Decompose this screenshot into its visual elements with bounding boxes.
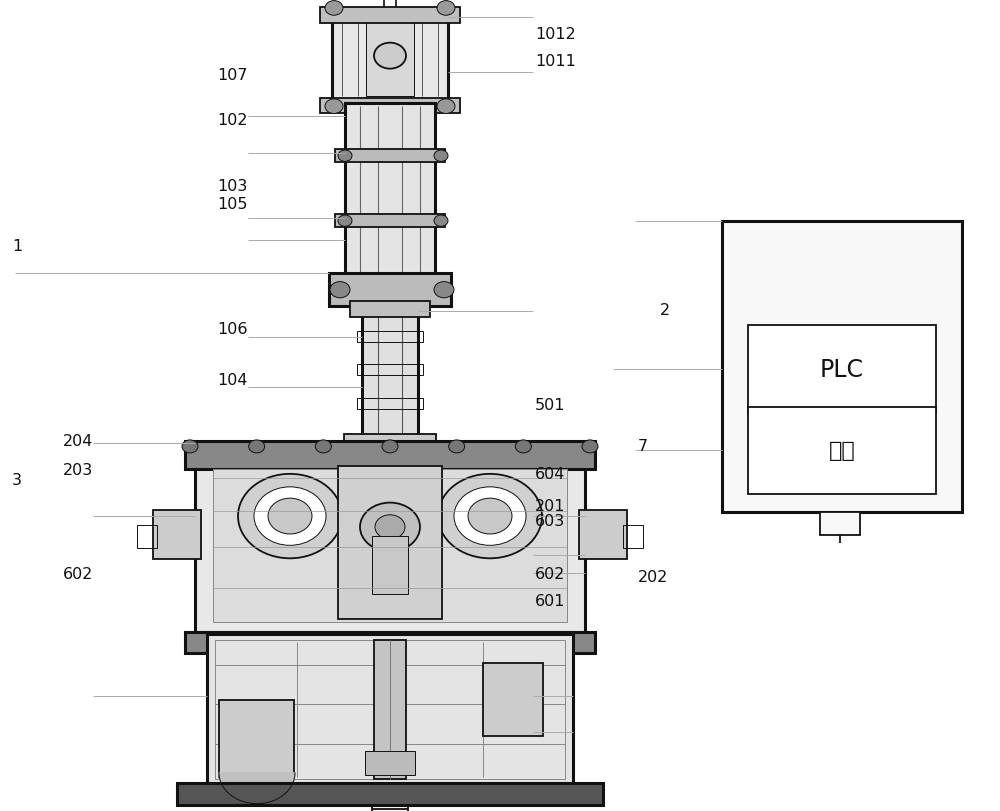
Bar: [335, 150, 445, 163]
Circle shape: [449, 440, 465, 453]
Text: 105: 105: [218, 197, 248, 212]
Circle shape: [582, 440, 598, 453]
Text: 203: 203: [63, 462, 93, 477]
Text: 104: 104: [218, 372, 248, 387]
Circle shape: [434, 216, 448, 227]
Bar: [357, 398, 423, 410]
Circle shape: [268, 499, 312, 534]
Circle shape: [338, 151, 352, 162]
Text: 202: 202: [638, 569, 668, 584]
Bar: [185, 441, 595, 470]
Bar: [372, 537, 408, 594]
Circle shape: [454, 487, 526, 546]
Circle shape: [338, 216, 352, 227]
Circle shape: [249, 440, 265, 453]
Bar: [215, 641, 565, 779]
Text: PLC: PLC: [820, 358, 864, 382]
Circle shape: [434, 282, 454, 298]
Circle shape: [437, 100, 455, 114]
Bar: [365, 751, 415, 775]
Text: 3: 3: [12, 473, 22, 487]
Circle shape: [382, 440, 398, 453]
Bar: [219, 700, 294, 777]
Bar: [357, 364, 423, 375]
Bar: [338, 466, 442, 619]
Bar: [374, 641, 406, 779]
Bar: [137, 526, 157, 548]
Text: 602: 602: [63, 567, 93, 581]
Bar: [185, 633, 595, 653]
Bar: [366, 19, 414, 97]
Bar: [748, 326, 936, 414]
Bar: [335, 215, 445, 228]
Text: 1: 1: [12, 238, 22, 253]
Text: 1011: 1011: [535, 54, 576, 69]
Polygon shape: [219, 773, 295, 804]
Text: 103: 103: [218, 179, 248, 194]
Text: 601: 601: [535, 594, 566, 608]
Bar: [207, 634, 573, 785]
Text: 603: 603: [535, 513, 565, 528]
Circle shape: [238, 474, 342, 559]
Circle shape: [374, 44, 406, 70]
Circle shape: [375, 515, 405, 539]
Circle shape: [325, 100, 343, 114]
Text: 602: 602: [535, 567, 565, 581]
Bar: [820, 513, 860, 535]
Circle shape: [360, 503, 420, 551]
Circle shape: [468, 499, 512, 534]
Circle shape: [434, 151, 448, 162]
Text: 204: 204: [63, 434, 93, 448]
Bar: [332, 13, 448, 104]
Bar: [722, 222, 962, 513]
Text: 201: 201: [535, 499, 566, 513]
Text: 604: 604: [535, 466, 565, 481]
Bar: [362, 307, 418, 436]
Bar: [350, 302, 430, 318]
Circle shape: [330, 282, 350, 298]
Bar: [195, 452, 585, 637]
Bar: [579, 510, 627, 559]
Bar: [345, 104, 435, 280]
Bar: [329, 274, 451, 307]
Bar: [177, 783, 603, 805]
Text: 7: 7: [638, 439, 648, 453]
Bar: [344, 435, 436, 456]
Bar: [357, 332, 423, 343]
Bar: [320, 8, 460, 24]
Circle shape: [182, 440, 198, 453]
Bar: [213, 470, 567, 622]
Circle shape: [315, 440, 331, 453]
Circle shape: [325, 2, 343, 16]
Bar: [623, 526, 643, 548]
Text: 106: 106: [218, 322, 248, 337]
Circle shape: [437, 2, 455, 16]
Bar: [153, 510, 201, 559]
Circle shape: [438, 474, 542, 559]
Bar: [320, 99, 460, 114]
Text: 501: 501: [535, 397, 566, 412]
Bar: [483, 663, 543, 736]
Text: 107: 107: [218, 68, 248, 83]
Text: 2: 2: [660, 303, 670, 317]
Text: 1012: 1012: [535, 27, 576, 41]
Circle shape: [515, 440, 531, 453]
Circle shape: [254, 487, 326, 546]
Text: 102: 102: [218, 114, 248, 128]
Text: 电源: 电源: [829, 441, 855, 461]
Bar: [748, 407, 936, 495]
